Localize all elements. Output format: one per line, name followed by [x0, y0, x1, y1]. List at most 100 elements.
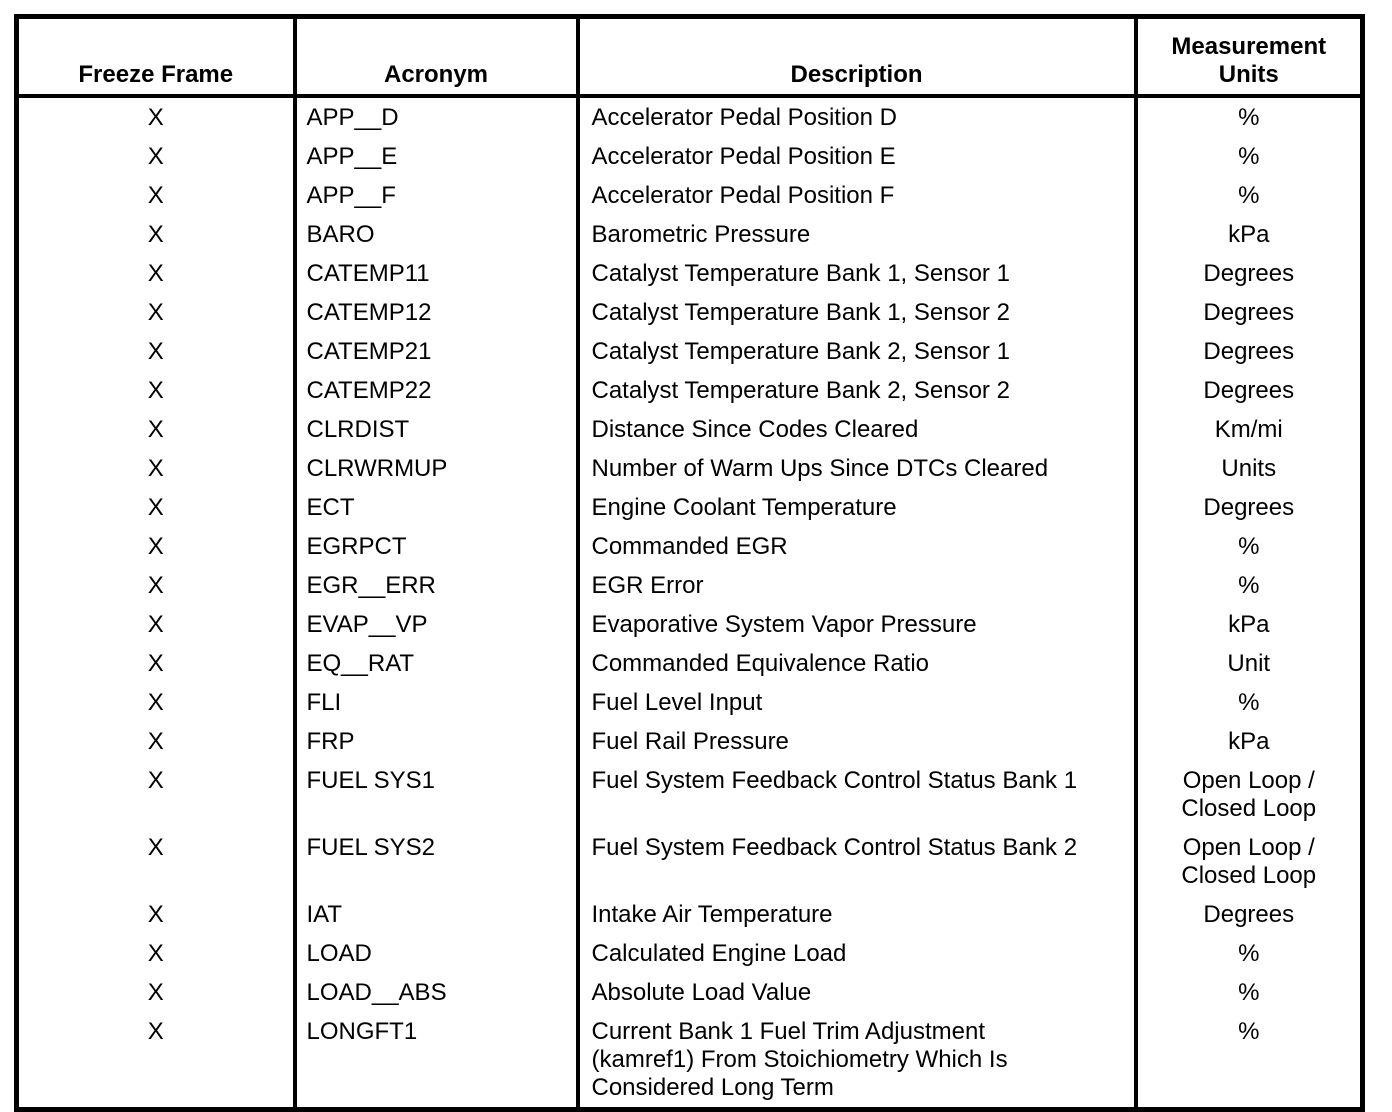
- cell-measurement-units: Degrees: [1133, 254, 1363, 293]
- cell-freeze-frame: X: [147, 181, 164, 209]
- cell-measurement-units: Open Loop / Closed Loop: [1133, 828, 1363, 895]
- cell-description: Accelerator Pedal Position F: [575, 176, 1136, 215]
- cell-acronym: LONGFT1: [292, 1012, 578, 1110]
- cell-acronym: CLRDIST: [292, 410, 578, 449]
- table-row: X LOAD Calculated Engine Load %: [17, 934, 1363, 973]
- table-row: X CLRDIST Distance Since Codes Cleared K…: [17, 410, 1363, 449]
- cell-acronym: ECT: [292, 488, 578, 527]
- cell-freeze-frame: X: [147, 1017, 164, 1045]
- cell-acronym: IAT: [292, 895, 578, 934]
- table-row: X FUEL SYS2 Fuel System Feedback Control…: [17, 828, 1363, 895]
- cell-measurement-units: %: [1133, 137, 1363, 176]
- cell-measurement-units: %: [1133, 934, 1363, 973]
- cell-measurement-units: kPa: [1133, 605, 1363, 644]
- cell-acronym: APP__D: [292, 96, 578, 137]
- cell-description: Distance Since Codes Cleared: [575, 410, 1136, 449]
- cell-measurement-units: Degrees: [1133, 332, 1363, 371]
- cell-acronym: LOAD__ABS: [292, 973, 578, 1012]
- cell-description: Evaporative System Vapor Pressure: [575, 605, 1136, 644]
- cell-description: Commanded Equivalence Ratio: [575, 644, 1136, 683]
- table-row: X LOAD__ABS Absolute Load Value %: [17, 973, 1363, 1012]
- column-header-acronym: Acronym: [292, 16, 578, 98]
- cell-acronym: FRP: [292, 722, 578, 761]
- table-row: X FLI Fuel Level Input %: [17, 683, 1363, 722]
- table-row: X LONGFT1 Current Bank 1 Fuel Trim Adjus…: [17, 1012, 1363, 1110]
- cell-acronym: APP__F: [292, 176, 578, 215]
- cell-measurement-units: Degrees: [1133, 293, 1363, 332]
- cell-measurement-units: Degrees: [1133, 895, 1363, 934]
- cell-measurement-units: %: [1133, 96, 1363, 137]
- table-row: X FUEL SYS1 Fuel System Feedback Control…: [17, 761, 1363, 828]
- cell-description: Current Bank 1 Fuel Trim Adjustment (kam…: [575, 1012, 1136, 1110]
- table-row: X EGR__ERR EGR Error %: [17, 566, 1363, 605]
- cell-description: Fuel Rail Pressure: [575, 722, 1136, 761]
- table-body: X APP__D Accelerator Pedal Position D % …: [17, 96, 1363, 1110]
- column-header-description: Description: [575, 16, 1136, 98]
- cell-measurement-units: Degrees: [1133, 488, 1363, 527]
- cell-acronym: EVAP__VP: [292, 605, 578, 644]
- cell-acronym: CATEMP22: [292, 371, 578, 410]
- cell-freeze-frame: X: [147, 532, 164, 560]
- cell-acronym: CATEMP21: [292, 332, 578, 371]
- cell-freeze-frame: X: [147, 900, 164, 928]
- cell-description: Barometric Pressure: [575, 215, 1136, 254]
- cell-description: Fuel System Feedback Control Status Bank…: [575, 828, 1136, 895]
- cell-freeze-frame: X: [147, 978, 164, 1006]
- cell-acronym: EGRPCT: [292, 527, 578, 566]
- table-row: X CATEMP11 Catalyst Temperature Bank 1, …: [17, 254, 1363, 293]
- table-row: X APP__F Accelerator Pedal Position F %: [17, 176, 1363, 215]
- cell-freeze-frame: X: [147, 833, 164, 861]
- cell-measurement-units: %: [1133, 176, 1363, 215]
- column-header-measurement-units: Measurement Units: [1133, 16, 1363, 98]
- cell-acronym: APP__E: [292, 137, 578, 176]
- cell-measurement-units: %: [1133, 566, 1363, 605]
- cell-freeze-frame: X: [147, 142, 164, 170]
- cell-measurement-units: Degrees: [1133, 371, 1363, 410]
- cell-freeze-frame: X: [147, 415, 164, 443]
- cell-measurement-units: kPa: [1133, 215, 1363, 254]
- cell-description: Catalyst Temperature Bank 2, Sensor 1: [575, 332, 1136, 371]
- cell-description: Catalyst Temperature Bank 1, Sensor 2: [575, 293, 1136, 332]
- cell-acronym: FUEL SYS2: [292, 828, 578, 895]
- cell-measurement-units: %: [1133, 683, 1363, 722]
- freeze-frame-parameter-table: Freeze Frame Acronym Description Measure…: [14, 14, 1365, 1112]
- cell-acronym: LOAD: [292, 934, 578, 973]
- table-row: X EGRPCT Commanded EGR %: [17, 527, 1363, 566]
- cell-freeze-frame: X: [147, 649, 164, 677]
- cell-description: Commanded EGR: [575, 527, 1136, 566]
- cell-freeze-frame: X: [147, 610, 164, 638]
- table-row: X EVAP__VP Evaporative System Vapor Pres…: [17, 605, 1363, 644]
- cell-freeze-frame: X: [147, 766, 164, 794]
- cell-freeze-frame: X: [147, 688, 164, 716]
- cell-description: Accelerator Pedal Position E: [575, 137, 1136, 176]
- cell-freeze-frame: X: [147, 571, 164, 599]
- cell-acronym: CLRWRMUP: [292, 449, 578, 488]
- table-row: X APP__E Accelerator Pedal Position E %: [17, 137, 1363, 176]
- cell-measurement-units: %: [1133, 973, 1363, 1012]
- cell-description: Number of Warm Ups Since DTCs Cleared: [575, 449, 1136, 488]
- cell-description: Fuel Level Input: [575, 683, 1136, 722]
- cell-description: Catalyst Temperature Bank 1, Sensor 1: [575, 254, 1136, 293]
- cell-freeze-frame: X: [147, 939, 164, 967]
- cell-measurement-units: Open Loop / Closed Loop: [1133, 761, 1363, 828]
- cell-description: Intake Air Temperature: [575, 895, 1136, 934]
- cell-measurement-units: %: [1133, 1012, 1363, 1110]
- cell-description: Accelerator Pedal Position D: [575, 96, 1136, 137]
- cell-acronym: FUEL SYS1: [292, 761, 578, 828]
- cell-freeze-frame: X: [147, 259, 164, 287]
- column-header-freeze-frame: Freeze Frame: [16, 16, 295, 98]
- cell-acronym: EGR__ERR: [292, 566, 578, 605]
- cell-acronym: BARO: [292, 215, 578, 254]
- table-row: X APP__D Accelerator Pedal Position D %: [17, 96, 1363, 137]
- cell-acronym: CATEMP11: [292, 254, 578, 293]
- cell-description: Catalyst Temperature Bank 2, Sensor 2: [575, 371, 1136, 410]
- cell-freeze-frame: X: [147, 454, 164, 482]
- cell-freeze-frame: X: [147, 337, 164, 365]
- cell-freeze-frame: X: [147, 220, 164, 248]
- cell-freeze-frame: X: [147, 103, 164, 131]
- table-row: X EQ__RAT Commanded Equivalence Ratio Un…: [17, 644, 1363, 683]
- table-row: X CATEMP21 Catalyst Temperature Bank 2, …: [17, 332, 1363, 371]
- table-row: X FRP Fuel Rail Pressure kPa: [17, 722, 1363, 761]
- cell-acronym: FLI: [292, 683, 578, 722]
